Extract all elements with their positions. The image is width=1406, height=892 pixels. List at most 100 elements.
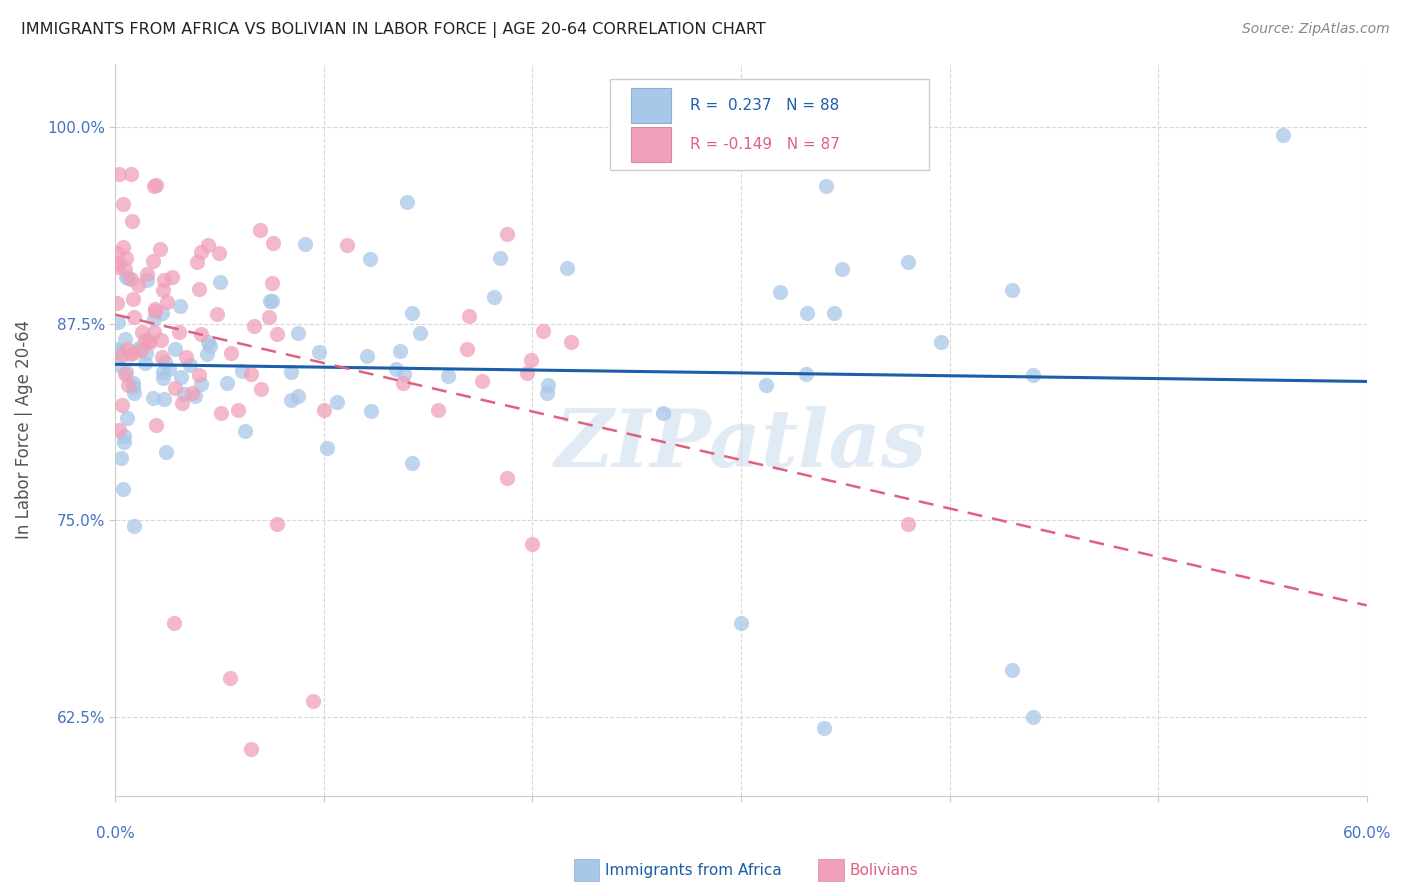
Point xyxy=(163,381,186,395)
Point xyxy=(156,295,179,310)
Point xyxy=(114,252,136,266)
Point xyxy=(560,335,582,350)
Text: Immigrants from Africa: Immigrants from Africa xyxy=(605,863,782,878)
Point xyxy=(139,334,162,349)
Point xyxy=(131,325,153,339)
Point xyxy=(190,244,212,259)
Point xyxy=(115,342,138,356)
Point xyxy=(1001,663,1024,677)
Point xyxy=(143,302,166,317)
Point xyxy=(135,268,157,282)
Point xyxy=(755,378,778,392)
Point xyxy=(198,339,221,353)
Point xyxy=(302,694,325,708)
Point xyxy=(112,482,135,496)
Point xyxy=(114,365,136,379)
Point xyxy=(219,671,242,685)
Point xyxy=(105,342,128,356)
Point xyxy=(111,240,134,254)
Point xyxy=(112,429,135,443)
Point xyxy=(813,721,835,735)
Point xyxy=(359,252,381,266)
Point xyxy=(239,367,262,381)
Point xyxy=(117,271,139,285)
Point xyxy=(145,178,167,193)
Point xyxy=(120,167,142,181)
Point xyxy=(129,343,152,358)
Point xyxy=(176,350,198,364)
Point xyxy=(143,179,166,194)
Point xyxy=(170,370,193,384)
Point xyxy=(186,255,208,269)
Point xyxy=(157,362,180,376)
Text: 60.0%: 60.0% xyxy=(1343,826,1391,841)
Point xyxy=(172,395,194,409)
Point xyxy=(122,376,145,390)
Point xyxy=(153,273,176,287)
Point xyxy=(217,376,239,390)
Point xyxy=(134,333,156,347)
Point xyxy=(536,385,558,400)
Point xyxy=(831,261,853,276)
Point xyxy=(150,350,173,364)
Point xyxy=(160,269,183,284)
Point xyxy=(231,364,253,378)
Point xyxy=(249,223,271,237)
Point xyxy=(796,306,818,320)
Bar xyxy=(631,88,671,123)
Point xyxy=(187,282,209,296)
Point xyxy=(516,366,538,380)
Point xyxy=(128,341,150,355)
Point xyxy=(153,354,176,368)
Point xyxy=(262,293,284,308)
Point xyxy=(219,345,242,359)
Text: Bolivians: Bolivians xyxy=(849,863,918,878)
Point xyxy=(207,307,229,321)
Y-axis label: In Labor Force | Age 20-64: In Labor Force | Age 20-64 xyxy=(15,320,32,540)
Point xyxy=(456,342,478,356)
Point xyxy=(134,356,156,370)
Point xyxy=(395,194,418,209)
Point xyxy=(259,310,281,324)
Point xyxy=(108,358,131,372)
Point xyxy=(652,406,675,420)
Point xyxy=(519,353,541,368)
Text: R = -0.149   N = 87: R = -0.149 N = 87 xyxy=(690,137,839,152)
Point xyxy=(897,255,920,269)
Point xyxy=(114,261,136,276)
Point xyxy=(233,424,256,438)
Point xyxy=(187,368,209,382)
Point xyxy=(1001,283,1024,297)
Point xyxy=(360,404,382,418)
Point xyxy=(120,272,142,286)
Point xyxy=(401,456,423,470)
Point xyxy=(259,294,281,309)
Point xyxy=(1022,710,1045,724)
Point xyxy=(114,333,136,347)
Point xyxy=(294,236,316,251)
Point xyxy=(239,741,262,756)
Point xyxy=(167,325,190,339)
Point xyxy=(388,344,411,359)
Point xyxy=(1022,368,1045,383)
Point xyxy=(308,345,330,359)
Point xyxy=(169,299,191,313)
Point xyxy=(112,196,135,211)
Text: 0.0%: 0.0% xyxy=(96,826,135,841)
Point xyxy=(266,516,288,531)
Point xyxy=(143,303,166,318)
Point xyxy=(280,365,302,379)
Point xyxy=(312,403,335,417)
Point xyxy=(197,335,219,350)
Point xyxy=(142,325,165,339)
Point xyxy=(181,386,204,401)
Point xyxy=(108,423,131,437)
Point xyxy=(823,305,845,319)
Text: Source: ZipAtlas.com: Source: ZipAtlas.com xyxy=(1241,22,1389,37)
Point xyxy=(121,292,143,306)
Point xyxy=(426,403,449,417)
Point xyxy=(165,342,187,356)
Point xyxy=(356,349,378,363)
Point xyxy=(114,367,136,381)
Point xyxy=(145,418,167,433)
